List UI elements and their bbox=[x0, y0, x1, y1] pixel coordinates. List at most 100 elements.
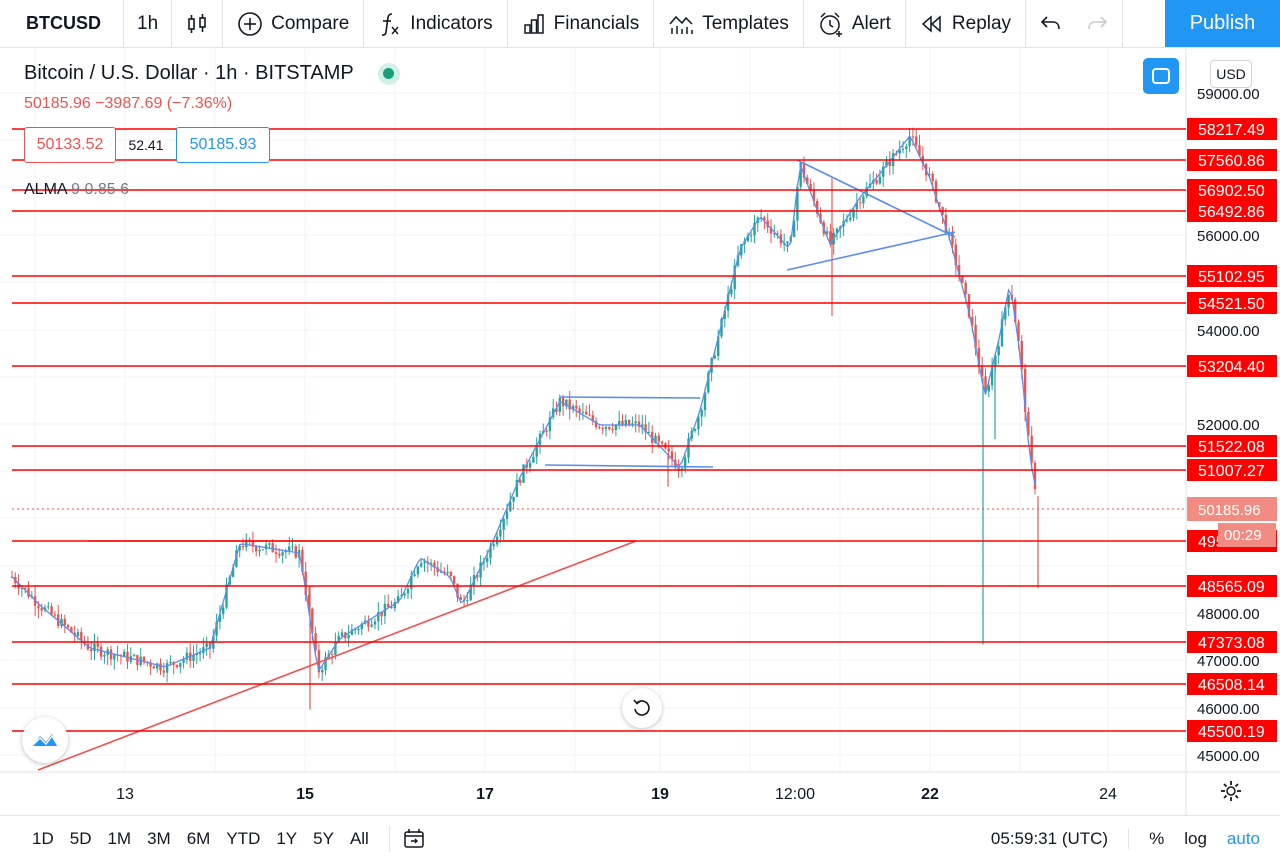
candle-body bbox=[918, 145, 921, 156]
sell-button[interactable]: 50133.52 bbox=[24, 127, 116, 163]
range-all[interactable]: All bbox=[349, 829, 369, 848]
range-3m[interactable]: 3M bbox=[147, 829, 171, 848]
candle-body bbox=[571, 405, 575, 410]
candle-body bbox=[251, 541, 255, 547]
price-chart[interactable]: 58217.49 57560.86 56902.50 56492.86 55102.95… bbox=[0, 48, 1280, 818]
candle-body bbox=[90, 649, 93, 652]
replay-button[interactable]: Replay bbox=[906, 0, 1027, 47]
auto-scale-toggle[interactable]: auto bbox=[1226, 829, 1260, 848]
candle-body bbox=[948, 231, 951, 233]
candle-body bbox=[182, 659, 185, 663]
candle-body bbox=[660, 441, 664, 444]
chart-type-button[interactable] bbox=[172, 0, 224, 47]
candle-body bbox=[1007, 294, 1010, 308]
gear-icon[interactable] bbox=[1220, 780, 1242, 802]
candle-body bbox=[981, 366, 984, 377]
log-toggle[interactable]: log bbox=[1184, 829, 1207, 848]
candle-body bbox=[977, 347, 981, 367]
candle-body bbox=[53, 614, 57, 616]
candle-body bbox=[479, 562, 482, 578]
level-price-label: 58217.49 bbox=[1198, 122, 1265, 139]
range-5y[interactable]: 5Y bbox=[313, 829, 334, 848]
utc-clock[interactable]: 05:59:31 (UTC) bbox=[971, 829, 1130, 849]
redo-button[interactable] bbox=[1074, 0, 1124, 47]
candle-body bbox=[687, 438, 690, 458]
range-1y[interactable]: 1Y bbox=[276, 829, 298, 848]
indicators-button[interactable]: Indicators bbox=[364, 0, 508, 47]
candle-body bbox=[525, 464, 528, 468]
candle-body bbox=[169, 661, 172, 664]
redo-icon bbox=[1088, 15, 1108, 29]
candle-body bbox=[997, 346, 1000, 356]
candle-body bbox=[746, 235, 750, 241]
candle-body bbox=[390, 607, 393, 609]
range-1m[interactable]: 1M bbox=[107, 829, 132, 848]
price-axis-tick: 46000.00 bbox=[1197, 701, 1260, 718]
candle-body bbox=[548, 417, 552, 432]
financials-button[interactable]: Financials bbox=[508, 0, 655, 47]
symbol-search-button[interactable]: BTCUSD bbox=[0, 0, 124, 47]
candle-body bbox=[113, 654, 116, 660]
buy-button[interactable]: 50185.93 bbox=[176, 127, 270, 163]
candle-body bbox=[934, 180, 938, 203]
candle-body bbox=[241, 545, 245, 548]
candle-body bbox=[855, 202, 858, 210]
candle-body bbox=[288, 546, 291, 551]
range-1d[interactable]: 1D bbox=[32, 829, 54, 848]
templates-button[interactable]: Templates bbox=[654, 0, 804, 47]
candle-body bbox=[93, 643, 96, 652]
candle-body bbox=[911, 136, 915, 138]
candle-body bbox=[274, 552, 278, 554]
range-5d[interactable]: 5D bbox=[69, 829, 92, 848]
time-axis-tick: 17 bbox=[476, 786, 494, 803]
candle-body bbox=[301, 550, 304, 572]
level-price-label-bg bbox=[1187, 631, 1277, 653]
current-price-bg bbox=[1187, 497, 1277, 521]
candle-body bbox=[974, 324, 977, 348]
candle-body bbox=[594, 421, 598, 428]
compare-button[interactable]: Compare bbox=[223, 0, 365, 47]
candle-body bbox=[641, 424, 644, 427]
candle-body bbox=[858, 202, 862, 204]
candle-body bbox=[76, 632, 80, 636]
indicator-legend[interactable]: ALMA 9 0.85 6 bbox=[24, 181, 129, 199]
candle-body bbox=[70, 627, 73, 633]
level-price-label: 48565.09 bbox=[1198, 579, 1265, 596]
countdown-bg bbox=[1218, 523, 1276, 547]
triangle-line-bottom bbox=[786, 231, 956, 271]
candle-body bbox=[149, 662, 152, 667]
candle-body bbox=[466, 600, 469, 602]
fullscreen-button[interactable] bbox=[1143, 58, 1179, 94]
candle-body bbox=[938, 202, 941, 207]
candle-body bbox=[703, 392, 707, 411]
tradingview-logo[interactable] bbox=[22, 717, 68, 763]
candle-body bbox=[225, 584, 228, 608]
candle-body bbox=[476, 575, 479, 578]
range-ytd[interactable]: YTD bbox=[226, 829, 261, 848]
candle-body bbox=[786, 241, 789, 244]
goto-date-icon[interactable] bbox=[402, 827, 428, 851]
percent-toggle[interactable]: % bbox=[1149, 829, 1165, 848]
candle-body bbox=[109, 649, 113, 660]
market-status-icon[interactable] bbox=[377, 62, 400, 85]
level-price-label: 51007.27 bbox=[1198, 463, 1265, 480]
interval-button[interactable]: 1h bbox=[124, 0, 173, 47]
candle-body bbox=[713, 356, 717, 359]
level-price-label: 54521.50 bbox=[1198, 296, 1265, 313]
reset-chart-button[interactable] bbox=[622, 688, 662, 728]
level-price-label-bg bbox=[1187, 118, 1277, 140]
candle-body bbox=[350, 629, 354, 635]
undo-button[interactable] bbox=[1026, 0, 1074, 47]
candle-body bbox=[393, 602, 396, 609]
range-6m[interactable]: 6M bbox=[186, 829, 211, 848]
currency-button[interactable]: USD bbox=[1210, 60, 1252, 88]
candle-body bbox=[984, 376, 987, 392]
publish-button[interactable]: Publish bbox=[1165, 0, 1280, 47]
candle-body bbox=[730, 289, 733, 295]
candle-body bbox=[159, 663, 162, 671]
alert-button[interactable]: Alert bbox=[804, 0, 906, 47]
candle-body bbox=[453, 576, 456, 584]
candle-body bbox=[410, 575, 413, 589]
candle-body bbox=[591, 415, 594, 422]
level-price-label-bg bbox=[1187, 435, 1277, 457]
